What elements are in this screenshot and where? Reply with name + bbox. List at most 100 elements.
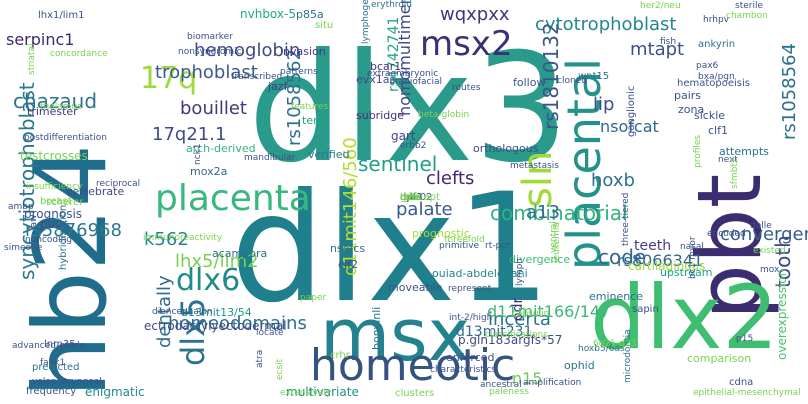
- cloud-word: three-tiered: [621, 193, 631, 246]
- cloud-word: ouiad-abdelghani: [432, 267, 528, 280]
- cloud-word: atra: [255, 350, 265, 368]
- cloud-word: concept: [400, 192, 440, 203]
- cloud-word: nsofcat: [600, 117, 659, 136]
- cloud-word: dlx5: [174, 298, 212, 367]
- cloud-word: dolle: [750, 221, 772, 231]
- cloud-word: bouillet: [180, 98, 247, 119]
- cloud-word: poor: [40, 217, 67, 231]
- cloud-word: teeth: [634, 238, 671, 254]
- cloud-word: threefold: [444, 235, 485, 245]
- cloud-word: jazf: [267, 80, 289, 93]
- cloud-word: lymph: [515, 258, 525, 286]
- cloud-word: immunoreactivity: [143, 233, 223, 243]
- cloud-word: incerta: [488, 309, 551, 330]
- cloud-word: palate: [396, 199, 453, 220]
- cloud-word: acampora: [212, 247, 267, 260]
- cloud-word: wqxpxx: [440, 4, 510, 25]
- cloud-word: pairs: [674, 89, 701, 102]
- cloud-word: ganglionic: [626, 86, 637, 137]
- cloud-word: msx: [320, 293, 470, 377]
- cloud-word: simeone: [4, 243, 43, 253]
- cloud-word: placenta: [155, 178, 311, 219]
- cloud-word: rgb1: [400, 192, 423, 203]
- cloud-word: lnm35: [44, 339, 76, 350]
- cloud-word: nsofcs: [330, 242, 365, 255]
- cloud-word: encoded: [707, 229, 746, 239]
- cloud-word: ventral: [549, 221, 559, 253]
- cloud-word: wnt15: [578, 71, 609, 82]
- cloud-word: tooth: [771, 235, 795, 288]
- cloud-word: moveable: [388, 281, 443, 294]
- cloud-word: gart: [391, 129, 416, 143]
- cloud-word: paper: [300, 293, 326, 303]
- cloud-word: lymphogenous: [361, 0, 371, 44]
- cloud-word: features: [291, 102, 328, 112]
- cloud-word: dpf3: [400, 192, 423, 203]
- cloud-word: cloned: [557, 76, 587, 86]
- cloud-word: bxa/pgn: [698, 72, 735, 82]
- cloud-word: lhx5/lim2: [175, 251, 259, 272]
- cloud-word: hoxb5/6as: [578, 344, 625, 354]
- cloud-word: serpinc1: [6, 30, 74, 49]
- cloud-word: subridge: [356, 109, 404, 122]
- cloud-word: lhx1/lim1: [38, 10, 84, 21]
- cloud-word: hemoglobin: [194, 40, 300, 61]
- cloud-word: predicted: [32, 362, 79, 373]
- cloud-word: mtapt: [630, 39, 684, 60]
- cloud-word: bcar1: [370, 60, 401, 73]
- cloud-word: ankyrin: [698, 39, 735, 50]
- cloud-word: d13mit13/54: [181, 306, 252, 319]
- cloud-word: n15: [512, 369, 543, 388]
- cloud-word: routes: [452, 83, 481, 93]
- cloud-word: placental: [557, 58, 611, 270]
- cloud-word: orthologous: [473, 142, 539, 155]
- cloud-word: pbt: [678, 174, 781, 320]
- cloud-word: homeodomains: [168, 313, 307, 334]
- cloud-word: fank1: [40, 358, 65, 368]
- cloud-word: cytotrophoblast: [535, 14, 676, 35]
- cloud-word: pax6: [696, 61, 719, 71]
- cloud-word: clf1: [708, 124, 728, 137]
- cloud-word: capsulin: [512, 309, 549, 319]
- cloud-word: p85a: [296, 8, 324, 21]
- cloud-word: rs5876968: [25, 220, 122, 241]
- cloud-word: dlx3: [248, 22, 569, 196]
- cloud-word: int-2/high: [449, 313, 492, 323]
- cloud-word: hoxb: [591, 170, 635, 191]
- cloud-word: erbb2: [400, 141, 426, 151]
- cloud-word: advanced-grade: [12, 341, 86, 351]
- cloud-word: represent: [448, 284, 492, 294]
- cloud-word: testcrosses: [20, 149, 88, 163]
- cloud-word: lip: [593, 94, 614, 115]
- cloud-word: hybridization: [58, 205, 69, 270]
- cloud-word: transcribed: [231, 72, 282, 82]
- cloud-word: concordance: [50, 49, 108, 59]
- cloud-word: ectrodactylyectodermal: [144, 319, 287, 333]
- cloud-word: her2/neu: [640, 1, 681, 11]
- cloud-word: ancestral: [480, 380, 522, 390]
- cloud-word: fish: [660, 37, 676, 47]
- cloud-word: clf2: [338, 258, 358, 271]
- cloud-word: extraembryonic: [367, 69, 438, 79]
- cloud-word: invasion: [280, 45, 326, 58]
- cloud-word: breast: [40, 196, 72, 207]
- cloud-word: eminence: [589, 290, 643, 303]
- cloud-word: enigmatic: [85, 385, 145, 399]
- cloud-word: upstream: [660, 266, 713, 279]
- cloud-word: metastasis: [510, 161, 559, 171]
- cloud-word: primitive: [439, 241, 480, 251]
- cloud-word: beta-globin: [418, 110, 469, 120]
- cloud-word: cartilaginous: [628, 259, 705, 273]
- cloud-word: striatal: [27, 44, 37, 75]
- cloud-word: frequency: [26, 386, 76, 397]
- cloud-word: verified: [308, 148, 350, 161]
- cloud-word: rs1810132: [539, 22, 563, 130]
- cloud-word: trophoblast: [155, 62, 258, 83]
- cloud-word: hb24: [12, 144, 129, 398]
- cloud-word: diencephalon: [152, 307, 213, 317]
- cloud-word: msx2: [420, 24, 513, 64]
- cloud-word: gets: [400, 192, 422, 203]
- cloud-word: mox2a: [190, 165, 227, 178]
- cloud-word: jaw: [29, 215, 39, 231]
